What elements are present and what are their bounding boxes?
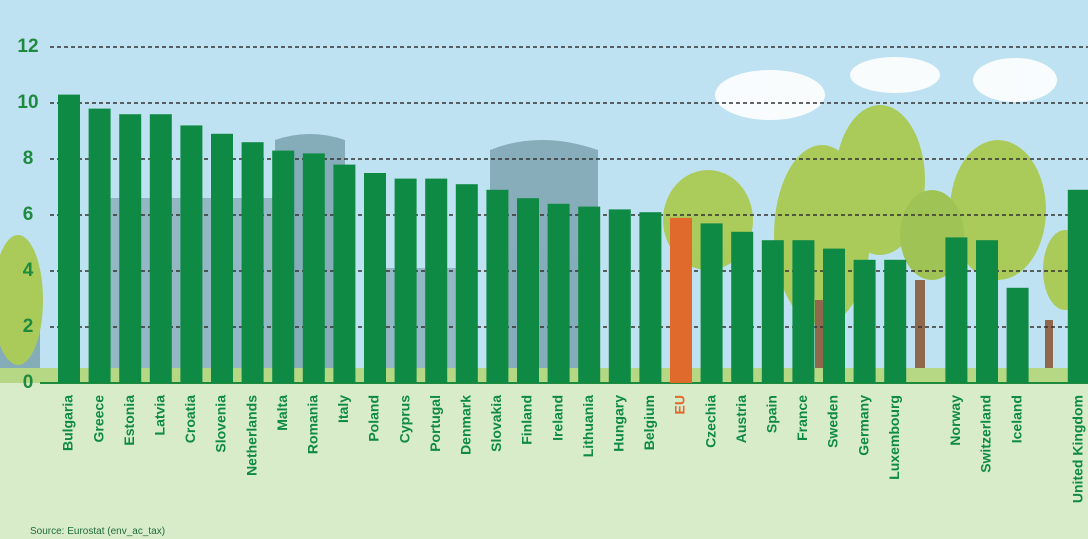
- x-tick-label: Luxembourg: [886, 395, 902, 480]
- x-tick-label: Greece: [90, 395, 106, 443]
- bar: [884, 260, 906, 383]
- y-tick-label: 12: [17, 36, 38, 57]
- x-tick-label: EU: [672, 395, 688, 414]
- x-tick-label: Hungary: [611, 395, 627, 452]
- x-tick-label: Belgium: [641, 395, 657, 450]
- x-tick-label: Ireland: [549, 395, 565, 441]
- x-tick-label: Estonia: [121, 395, 137, 446]
- y-tick-label: 8: [23, 148, 34, 169]
- y-tick-label: 2: [23, 316, 34, 337]
- bar: [242, 142, 264, 383]
- bar: [333, 165, 355, 383]
- bar: [425, 179, 447, 383]
- x-tick-label: Slovenia: [213, 395, 229, 453]
- x-tick-label: Finland: [519, 395, 535, 445]
- x-tick-label: Slovakia: [488, 395, 504, 452]
- bar: [58, 95, 80, 383]
- chart: Source: Eurostat (env_ac_tax) 0 2 4 6 8 10 12 B…: [0, 0, 1088, 539]
- bar: [792, 240, 814, 383]
- bar: [89, 109, 111, 383]
- bar: [272, 151, 294, 383]
- x-tick-label: Poland: [366, 395, 382, 442]
- bar: [701, 223, 723, 383]
- bar: [731, 232, 753, 383]
- x-tick-label: Cyprus: [396, 395, 412, 443]
- bar: [976, 240, 998, 383]
- bar: [211, 134, 233, 383]
- source: Source: Eurostat (env_ac_tax): [30, 526, 165, 537]
- x-tick-label: Denmark: [458, 395, 474, 455]
- y-tick-label: 4: [23, 260, 34, 281]
- x-tick-label: Romania: [305, 395, 321, 454]
- y-tick-label: 0: [23, 372, 34, 393]
- x-tick-label: Netherlands: [243, 395, 259, 476]
- x-tick-label: Croatia: [182, 395, 198, 443]
- x-tick-label: Germany: [855, 395, 871, 456]
- bar: [456, 184, 478, 383]
- bar: [119, 114, 141, 383]
- x-tick-label: Switzerland: [978, 395, 994, 473]
- x-tick-label: Lithuania: [580, 395, 596, 457]
- x-tick-label: United Kingdom: [1070, 395, 1086, 503]
- bar: [670, 218, 692, 383]
- x-tick-label: Czechia: [702, 395, 718, 448]
- y-tick-label: 6: [23, 204, 34, 225]
- x-tick-label: Italy: [335, 395, 351, 423]
- bar: [517, 198, 539, 383]
- bar: [639, 212, 661, 383]
- x-tick-label: Latvia: [152, 395, 168, 436]
- x-tick-label: Portugal: [427, 395, 443, 452]
- bar: [364, 173, 386, 383]
- bar: [823, 249, 845, 383]
- bar: [303, 153, 325, 383]
- x-tick-label: Iceland: [1008, 395, 1024, 443]
- bar: [150, 114, 172, 383]
- bar: [180, 125, 202, 383]
- bar: [486, 190, 508, 383]
- bar: [762, 240, 784, 383]
- bar: [609, 209, 631, 383]
- x-tick-label: Austria: [733, 395, 749, 443]
- y-tick-label: 10: [17, 92, 38, 113]
- x-tick-label: Bulgaria: [60, 395, 76, 451]
- bar: [1068, 190, 1088, 383]
- x-tick-label: Norway: [947, 395, 963, 446]
- bar: [548, 204, 570, 383]
- bar: [395, 179, 417, 383]
- x-tick-label: Sweden: [825, 395, 841, 448]
- bar: [945, 237, 967, 383]
- bar: [854, 260, 876, 383]
- x-tick-label: Spain: [764, 395, 780, 433]
- bar: [578, 207, 600, 383]
- bar: [1007, 288, 1029, 383]
- x-tick-label: France: [794, 395, 810, 441]
- x-tick-label: Malta: [274, 395, 290, 431]
